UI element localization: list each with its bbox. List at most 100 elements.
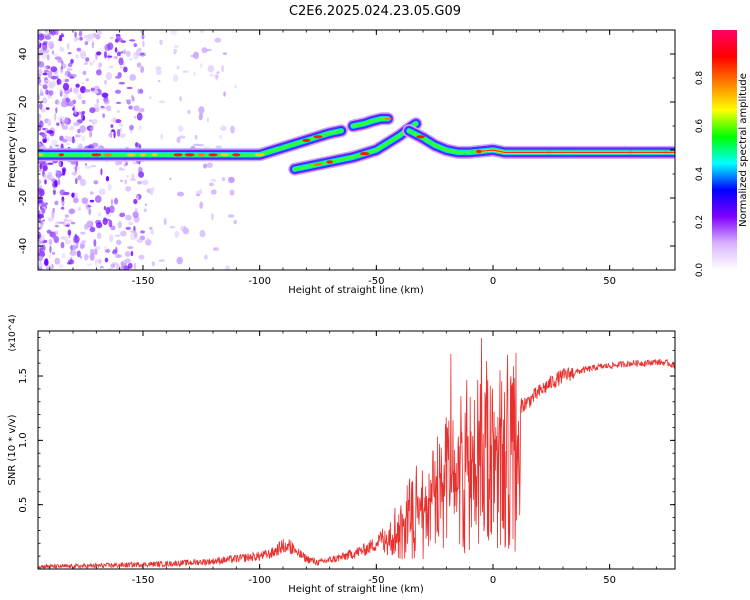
noise-speck (229, 189, 235, 196)
noise-speck (105, 206, 111, 215)
ridge-core (184, 153, 195, 157)
noise-speck (58, 34, 63, 42)
noise-speck (38, 113, 42, 120)
noise-speck (136, 62, 142, 68)
noise-speck (174, 230, 180, 238)
noise-speck (89, 191, 94, 195)
noise-speck (206, 162, 214, 168)
noise-speck (42, 139, 47, 143)
noise-speck (134, 232, 138, 239)
noise-speck (120, 40, 127, 44)
noise-speck (105, 72, 113, 81)
spectrogram-y-ticks: -40 -20 0 20 40 (18, 29, 675, 271)
noise-speck (108, 133, 112, 138)
noise-speck (141, 179, 149, 186)
noise-speck (227, 214, 235, 218)
noise-speck (169, 177, 172, 180)
noise-speck (150, 228, 154, 235)
noise-speck (79, 125, 87, 133)
noise-speck (146, 236, 149, 242)
ridge-band (351, 117, 390, 128)
noise-speck (155, 68, 162, 76)
noise-speck (138, 125, 142, 131)
noise-speck (199, 229, 206, 238)
noise-speck (129, 230, 137, 233)
y-tick-label: 1.5 (18, 368, 29, 384)
noise-speck (134, 208, 138, 212)
noise-speck (107, 183, 112, 191)
noise-speck (125, 50, 131, 58)
noise-speck (103, 98, 110, 105)
noise-speck (85, 254, 90, 259)
noise-speck (95, 222, 103, 229)
noise-speck (70, 221, 76, 225)
ridge-core (91, 153, 102, 157)
colorbar-label: Normalized spectral amplitude (738, 73, 749, 227)
noise-speck (73, 196, 79, 204)
noise-speck (133, 262, 137, 270)
noise-speck (182, 227, 190, 235)
noise-speck (127, 246, 134, 250)
noise-speck (94, 195, 102, 203)
noise-speck (58, 115, 65, 123)
noise-speck (67, 219, 73, 223)
noise-speck (110, 263, 116, 268)
noise-speck (60, 66, 64, 71)
noise-speck (49, 175, 54, 180)
noise-speck (198, 106, 205, 115)
noise-speck (70, 87, 73, 93)
noise-speck (110, 225, 116, 231)
noise-speck (67, 52, 72, 55)
noise-speck (48, 238, 53, 246)
noise-speck (51, 139, 58, 147)
noise-speck (75, 54, 79, 59)
noise-speck (61, 124, 68, 130)
noise-speck (43, 69, 49, 73)
noise-speck (126, 175, 129, 178)
noise-speck (115, 33, 121, 37)
noise-speck (105, 214, 113, 217)
ridge-core (208, 153, 218, 157)
noise-speck (105, 175, 110, 182)
noise-speck (138, 144, 142, 150)
ridge-core (173, 153, 183, 157)
noise-speck (44, 30, 48, 34)
noise-speck (41, 66, 48, 69)
noise-speck (116, 239, 122, 246)
x-tick-label: 0 (490, 575, 496, 586)
noise-speck (173, 44, 179, 49)
snr-y-ticks: 0.5 1.0 1.5 (18, 337, 675, 570)
noise-speck (79, 243, 85, 250)
noise-speck (133, 198, 138, 205)
ridge-core (140, 153, 146, 157)
noise-speck (60, 206, 65, 210)
noise-speck (45, 89, 49, 95)
noise-speck (210, 189, 217, 195)
ridge-core (476, 149, 482, 154)
noise-speck (182, 70, 189, 73)
noise-speck (233, 219, 237, 225)
noise-speck (39, 42, 42, 49)
noise-speck (89, 107, 96, 114)
noise-speck (63, 191, 70, 196)
noise-speck (77, 129, 81, 134)
noise-speck (38, 199, 43, 203)
noise-speck (85, 34, 93, 43)
noise-speck (51, 80, 57, 88)
noise-speck (117, 72, 122, 78)
noise-speck (128, 105, 133, 110)
noise-speck (214, 75, 219, 79)
noise-speck (42, 97, 48, 104)
noise-speck (94, 103, 99, 109)
ridge-core (58, 153, 64, 157)
noise-speck (87, 205, 92, 208)
noise-speck (141, 33, 145, 40)
noise-speck (127, 262, 133, 269)
noise-speck (96, 51, 102, 56)
noise-speck (227, 176, 235, 184)
noise-speck (38, 83, 43, 86)
ridge-core (220, 153, 230, 157)
noise-speck (89, 248, 96, 256)
noise-speck (86, 263, 93, 266)
